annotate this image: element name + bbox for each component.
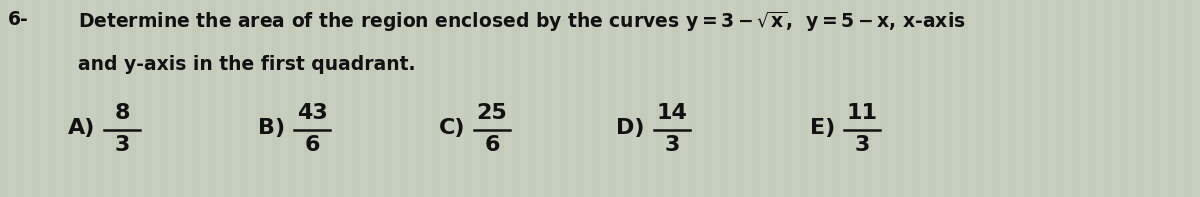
Bar [1184,0,1192,197]
Text: 8: 8 [114,103,130,123]
Bar [864,0,872,197]
Bar [160,0,168,197]
Bar [832,0,840,197]
Bar [688,0,696,197]
Bar [1008,0,1016,197]
Text: C): C) [438,118,466,138]
Bar [32,0,40,197]
Bar [912,0,920,197]
Text: 11: 11 [846,103,877,123]
Bar [208,0,216,197]
Bar [1056,0,1064,197]
Text: D): D) [617,118,646,138]
Bar [96,0,104,197]
Bar [880,0,888,197]
Bar [816,0,824,197]
Bar [320,0,328,197]
Bar [336,0,344,197]
Text: A): A) [67,118,95,138]
Bar [400,0,408,197]
Bar [736,0,744,197]
Bar [64,0,72,197]
Bar [240,0,248,197]
Bar [752,0,760,197]
Bar [544,0,552,197]
Bar [608,0,616,197]
Bar [992,0,1000,197]
Bar [896,0,904,197]
Bar [672,0,680,197]
Text: 3: 3 [854,135,870,155]
Bar [1024,0,1032,197]
Bar [416,0,424,197]
Bar [656,0,664,197]
Bar [256,0,264,197]
Bar [976,0,984,197]
Bar [1088,0,1096,197]
Text: 3: 3 [114,135,130,155]
Text: 6: 6 [485,135,499,155]
Text: E): E) [810,118,835,138]
Bar [512,0,520,197]
Bar [384,0,392,197]
Bar [928,0,936,197]
Bar [112,0,120,197]
Bar [720,0,728,197]
Bar [480,0,488,197]
Bar [448,0,456,197]
Bar [80,0,88,197]
Bar [704,0,712,197]
Text: 43: 43 [296,103,328,123]
Bar [624,0,632,197]
Bar [1040,0,1048,197]
Bar [944,0,952,197]
Bar [800,0,808,197]
Bar [304,0,312,197]
Bar [560,0,568,197]
Bar [576,0,584,197]
Bar [144,0,152,197]
Bar [1136,0,1144,197]
Bar [848,0,856,197]
Bar [1072,0,1080,197]
Bar [176,0,184,197]
Bar [592,0,600,197]
Bar [432,0,440,197]
Bar [1168,0,1176,197]
Text: and y-axis in the first quadrant.: and y-axis in the first quadrant. [78,55,415,74]
Bar [128,0,136,197]
Text: 6: 6 [305,135,319,155]
Bar [368,0,376,197]
Text: 3: 3 [665,135,679,155]
Bar [784,0,792,197]
Bar [192,0,200,197]
Bar [496,0,504,197]
Text: 14: 14 [656,103,688,123]
Bar [464,0,472,197]
Text: Determine the area of the region enclosed by the curves $\mathbf{y=3-\sqrt{x}}$,: Determine the area of the region enclose… [78,10,966,34]
Bar [16,0,24,197]
Bar [1152,0,1160,197]
Bar [288,0,296,197]
Bar [960,0,968,197]
Bar [352,0,360,197]
Bar [768,0,776,197]
Bar [224,0,232,197]
Bar [1120,0,1128,197]
Bar [528,0,536,197]
Bar [48,0,56,197]
Text: 6-: 6- [8,10,29,29]
Bar [272,0,280,197]
Bar [1104,0,1112,197]
Bar [640,0,648,197]
Text: 25: 25 [476,103,508,123]
Text: B): B) [258,118,286,138]
Bar [0,0,8,197]
